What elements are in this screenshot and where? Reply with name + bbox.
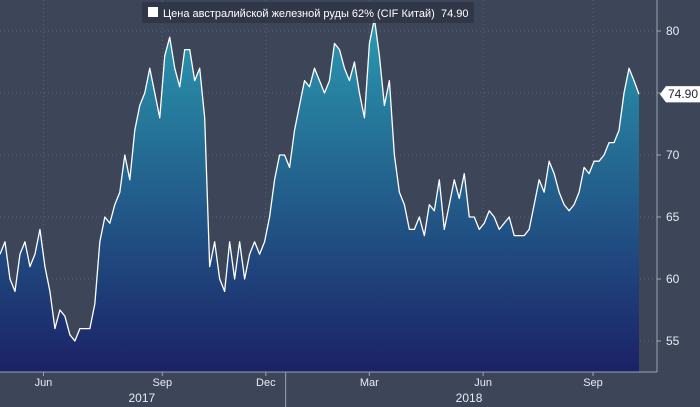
x-tick-label: Sep [153,377,173,389]
y-tick-label: 65 [666,210,680,224]
y-tick-label: 80 [666,24,680,38]
legend: Цена австралийской железной руды 62% (CI… [142,2,474,23]
price-line [0,17,640,342]
x-tick-label: Jun [474,377,492,389]
year-label: 2017 [129,391,156,405]
y-tick-label: 70 [666,148,680,162]
legend-swatch [148,7,158,17]
x-tick-label: Sep [583,377,603,389]
last-value-label: 74.90 [668,87,698,101]
y-axis-ticks: 556065707580 [657,24,680,348]
price-area [0,18,639,372]
y-tick-label: 55 [666,334,680,348]
legend-label: Цена австралийской железной руды 62% (CI… [163,8,435,20]
year-label: 2018 [456,391,483,405]
legend-value: 74.90 [441,8,469,20]
last-value-badge: 74.90 [659,85,700,103]
last-value-badge-shape [659,85,700,103]
x-tick-label: Jun [35,377,53,389]
y-tick-label: 60 [666,272,680,286]
x-tick-label: Mar [360,377,379,389]
legend-box [142,2,474,23]
x-axis-ticks: Jun Sep Dec Mar Jun Sep 2017 2018 [35,372,603,407]
x-tick-label: Dec [256,377,276,389]
